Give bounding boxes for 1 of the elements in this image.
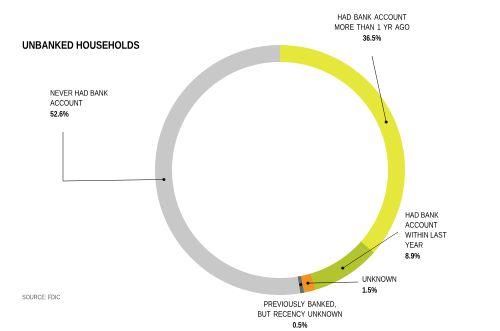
text: UNBANKED HOUSEHOLDS — [22, 41, 140, 49]
